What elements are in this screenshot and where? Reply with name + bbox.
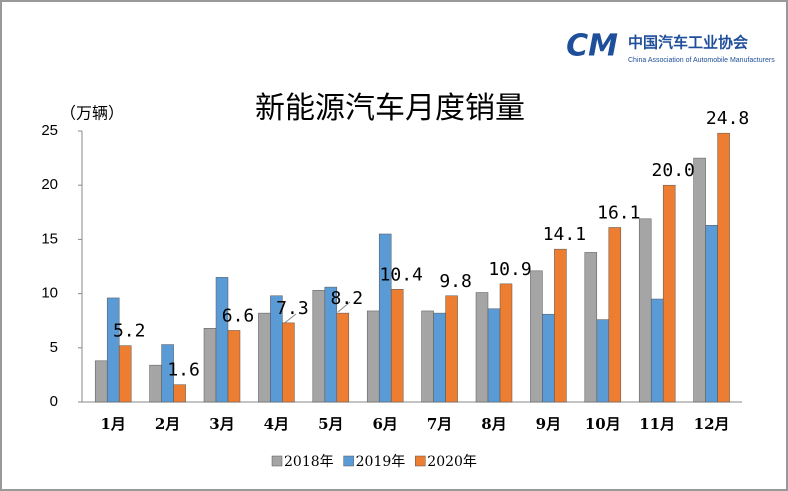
bar [542, 313, 555, 403]
x-tick-label: 7月 [427, 415, 452, 433]
data-label: 1.6 [167, 360, 200, 381]
bar [475, 292, 489, 403]
data-label: 10.4 [380, 264, 423, 285]
bar [608, 227, 622, 403]
bar [499, 283, 513, 403]
data-label: 5.2 [113, 321, 146, 342]
x-tick-label: 3月 [209, 415, 234, 433]
legend-label: 2020年 [427, 454, 477, 470]
x-tick-label: 5月 [318, 415, 343, 433]
bar [390, 289, 404, 403]
x-tick-label: 4月 [264, 415, 289, 433]
bar [662, 184, 676, 403]
x-tick-label: 9月 [536, 415, 561, 433]
logo-name: 中国汽车工业协会 [628, 34, 748, 52]
bar [596, 319, 610, 403]
legend-swatch [415, 455, 426, 467]
bar [717, 132, 730, 403]
bar [705, 225, 718, 403]
data-label: 9.8 [439, 271, 472, 292]
x-tick-label: 6月 [372, 415, 397, 433]
data-label: 6.6 [222, 305, 255, 326]
bar [554, 248, 567, 403]
legend-swatch [271, 455, 283, 467]
logo-mark: CM [566, 29, 618, 64]
legend-label: 2018年 [284, 454, 334, 470]
bar [530, 270, 543, 403]
legend-label: 2019年 [356, 454, 406, 470]
bar [336, 312, 350, 403]
y-tick-label: 25 [41, 122, 58, 139]
bar [584, 252, 598, 403]
bar [445, 295, 458, 403]
y-tick-label: 0 [50, 393, 58, 410]
x-tick-label: 8月 [481, 415, 506, 433]
bar [94, 360, 108, 403]
bar [258, 312, 271, 403]
bar [203, 328, 217, 403]
bar [421, 310, 434, 403]
x-tick-label: 12月 [694, 415, 730, 433]
y-tick-label: 15 [41, 230, 58, 247]
x-tick-label: 11月 [639, 415, 675, 433]
x-tick-label: 1月 [100, 415, 125, 433]
x-tick-label: 10月 [585, 415, 621, 433]
x-tick-label: 2月 [155, 415, 180, 433]
data-label: 20.0 [652, 160, 695, 181]
data-label: 7.3 [276, 298, 309, 319]
bar [378, 233, 392, 403]
legend-swatch [343, 455, 354, 467]
bar [173, 384, 186, 403]
data-label: 10.9 [488, 259, 531, 280]
data-label: 8.2 [331, 288, 364, 309]
chart-title: 新能源汽车月度销量 [255, 91, 525, 126]
bar [312, 290, 326, 403]
leader-line [337, 301, 351, 313]
data-label: 24.8 [706, 108, 749, 129]
bar [118, 345, 132, 403]
bar [366, 310, 380, 403]
bar [650, 298, 664, 403]
logo: CM 中国汽车工业协会 China Association of Automob… [566, 29, 775, 64]
bar [161, 344, 174, 403]
bar [693, 157, 706, 403]
bar [638, 218, 652, 403]
bar [433, 312, 446, 403]
bar [215, 277, 229, 403]
y-tick-label: 20 [41, 176, 58, 193]
bar [106, 297, 120, 403]
y-tick-label: 5 [50, 339, 58, 356]
bar [282, 322, 295, 403]
data-label: 16.1 [597, 202, 640, 223]
bar [149, 364, 162, 403]
bar [487, 308, 501, 403]
y-tick-label: 10 [41, 285, 58, 302]
data-label: 14.1 [543, 224, 586, 245]
y-axis-unit: （万辆） [60, 104, 124, 123]
logo-subtitle: China Association of Automobile Manufact… [628, 57, 775, 64]
bar [227, 330, 241, 403]
